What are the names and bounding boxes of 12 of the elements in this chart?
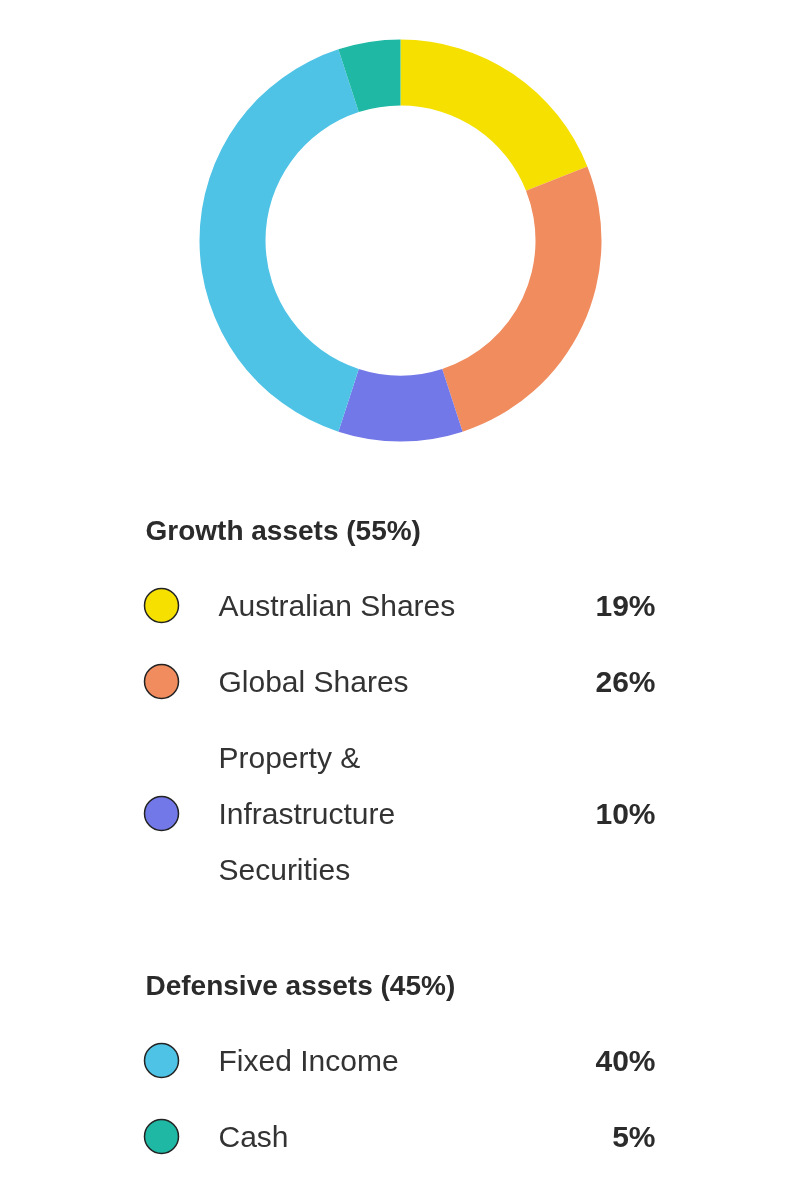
legend-label: Australian Shares	[218, 589, 456, 622]
data-label: 5%	[612, 1120, 656, 1153]
data-label: 26%	[595, 665, 656, 698]
data-label: 40%	[595, 1044, 656, 1077]
data-label: 19%	[595, 589, 656, 622]
legend-label: Property & Infrastructure Securities	[218, 741, 396, 886]
legend-label: Cash	[218, 1120, 289, 1153]
text: Growth assets (55%)	[145, 515, 421, 546]
text: Defensive assets (45%)	[145, 970, 456, 1001]
legend-label: Global Shares	[218, 665, 409, 698]
data-label: 10%	[595, 797, 656, 830]
legend-label: Fixed Income	[218, 1044, 399, 1077]
